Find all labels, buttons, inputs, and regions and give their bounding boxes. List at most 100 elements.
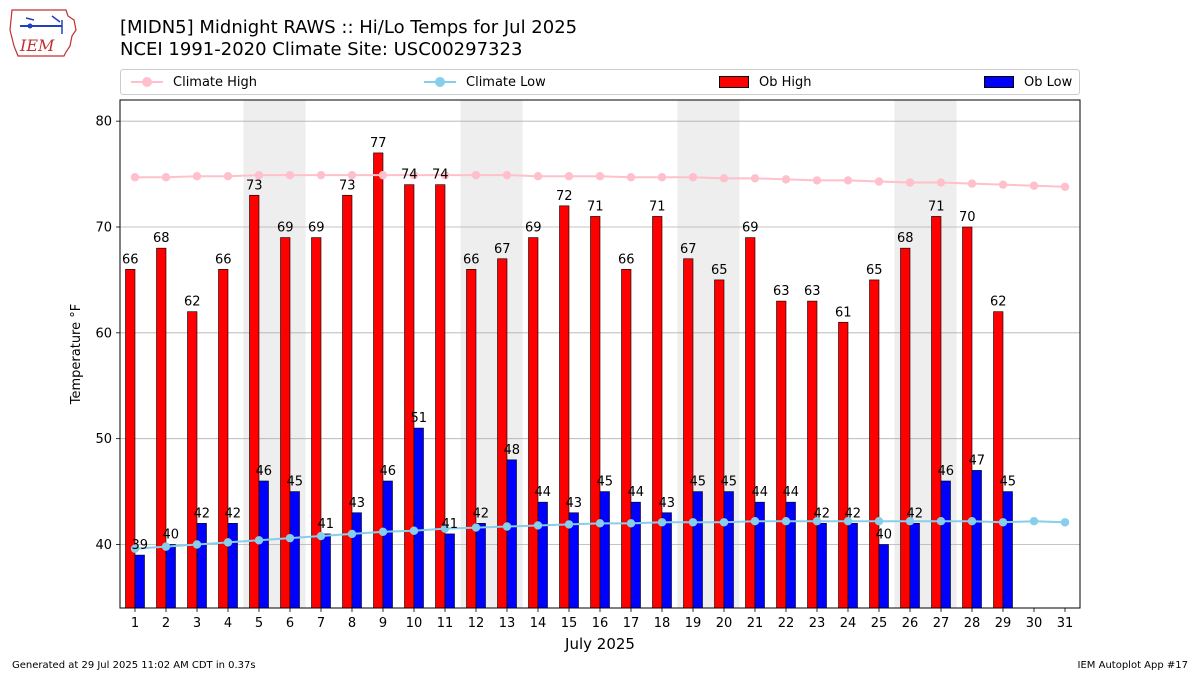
climate-low-point: [533, 521, 543, 530]
ob-low-label: 45: [286, 475, 303, 490]
legend-item-ob-high: Ob High: [719, 70, 812, 94]
y-tick-label: 50: [95, 432, 112, 447]
ob-high-label: 61: [835, 305, 852, 320]
ob-low-label: 40: [162, 528, 179, 543]
climate-high-point: [471, 170, 481, 180]
ob-high-bar: [683, 258, 694, 609]
ob-low-label: 42: [472, 506, 489, 521]
ob-high-label: 67: [680, 242, 697, 257]
ob-low-label: 44: [782, 485, 799, 500]
x-tick-label: 5: [255, 616, 263, 631]
chart-legend: Climate High Climate Low Ob High Ob Low: [120, 69, 1080, 95]
climate-low-point: [905, 517, 915, 526]
ob-low-label: 51: [410, 411, 427, 426]
ob-low-label: 47: [968, 453, 985, 468]
x-tick-label: 8: [348, 616, 356, 631]
ob-low-label: 44: [751, 485, 768, 500]
legend-swatch-climate-low: [424, 76, 456, 88]
ob-low-bar: [227, 523, 238, 609]
y-tick-label: 70: [95, 221, 112, 236]
climate-low-point: [843, 517, 853, 526]
x-tick-label: 29: [995, 616, 1012, 631]
climate-high-point: [130, 173, 140, 182]
climate-low-point: [161, 542, 171, 551]
ob-low-bar: [692, 491, 703, 609]
x-tick-label: 13: [499, 616, 516, 631]
climate-high-point: [595, 172, 605, 181]
climate-high-point: [812, 176, 822, 185]
x-tick-label: 24: [840, 616, 857, 631]
iem-logo-icon: IEM: [9, 9, 77, 57]
climate-low-point: [192, 540, 202, 549]
iem-logo: IEM: [8, 6, 80, 58]
climate-low-point: [285, 533, 295, 543]
climate-low-point: [595, 519, 605, 528]
climate-low-point: [471, 523, 481, 532]
ob-low-label: 45: [720, 475, 737, 490]
ob-high-label: 65: [711, 263, 728, 278]
x-tick-label: 3: [193, 616, 201, 631]
ob-high-bar: [838, 321, 849, 609]
ob-high-label: 65: [866, 263, 883, 278]
climate-low-point: [378, 527, 388, 536]
ob-high-label: 69: [277, 221, 294, 236]
ob-high-bar: [342, 194, 353, 609]
climate-low-point: [1060, 518, 1070, 527]
ob-low-label: 42: [813, 506, 830, 521]
ob-high-bar: [497, 258, 508, 609]
x-tick-label: 15: [561, 616, 578, 631]
climate-high-point: [192, 172, 202, 181]
climate-high-point: [347, 170, 357, 180]
ob-low-label: 41: [317, 517, 334, 532]
climate-high-point: [409, 170, 419, 180]
climate-low-point: [967, 517, 977, 526]
climate-low-point: [1029, 517, 1039, 526]
plot-frame: [119, 99, 1081, 609]
ob-high-label: 70: [959, 210, 976, 225]
ob-high-label: 71: [649, 199, 666, 214]
ob-high-bar: [156, 247, 167, 609]
ob-low-label: 48: [503, 443, 520, 458]
x-tick-label: 12: [468, 616, 485, 631]
ob-low-bar: [878, 544, 889, 609]
climate-low-point: [254, 536, 264, 545]
ob-high-bar: [125, 269, 136, 609]
y-axis-label: Temperature °F: [69, 304, 84, 405]
climate-high-point: [626, 173, 636, 182]
climate-high-point: [750, 174, 760, 183]
climate-low-point: [719, 518, 729, 527]
ob-low-bar: [289, 491, 300, 609]
ob-high-bar: [559, 205, 570, 609]
ob-high-label: 68: [153, 231, 170, 246]
ob-high-label: 62: [990, 295, 1007, 310]
climate-high-point: [874, 177, 884, 186]
legend-swatch-ob-high: [719, 76, 749, 88]
x-tick-label: 18: [654, 616, 671, 631]
ob-high-label: 69: [308, 221, 325, 236]
ob-low-bar: [1002, 491, 1013, 609]
legend-label-climate-low: Climate Low: [466, 74, 546, 90]
ob-low-label: 46: [937, 464, 954, 479]
ob-low-bar: [723, 491, 734, 609]
ob-low-bar: [382, 480, 393, 609]
climate-low-point: [688, 518, 698, 527]
chart-title: [MIDN5] Midnight RAWS :: Hi/Lo Temps for…: [120, 17, 578, 38]
x-tick-label: 21: [747, 616, 764, 631]
ob-low-label: 45: [689, 475, 706, 490]
climate-low-point: [564, 520, 574, 529]
climate-high-point: [161, 173, 171, 182]
ob-low-label: 44: [534, 485, 551, 500]
x-tick-label: 25: [871, 616, 888, 631]
y-tick-label: 80: [95, 115, 112, 130]
ob-low-label: 39: [131, 538, 148, 553]
legend-label-ob-high: Ob High: [759, 74, 812, 90]
climate-high-point: [905, 178, 915, 187]
climate-low-point: [781, 517, 791, 526]
climate-high-point: [254, 170, 264, 180]
ob-high-bar: [714, 279, 725, 609]
ob-low-label: 45: [999, 475, 1016, 490]
climate-low-point: [812, 517, 822, 526]
x-tick-label: 16: [592, 616, 609, 631]
legend-label-climate-high: Climate High: [173, 74, 258, 90]
